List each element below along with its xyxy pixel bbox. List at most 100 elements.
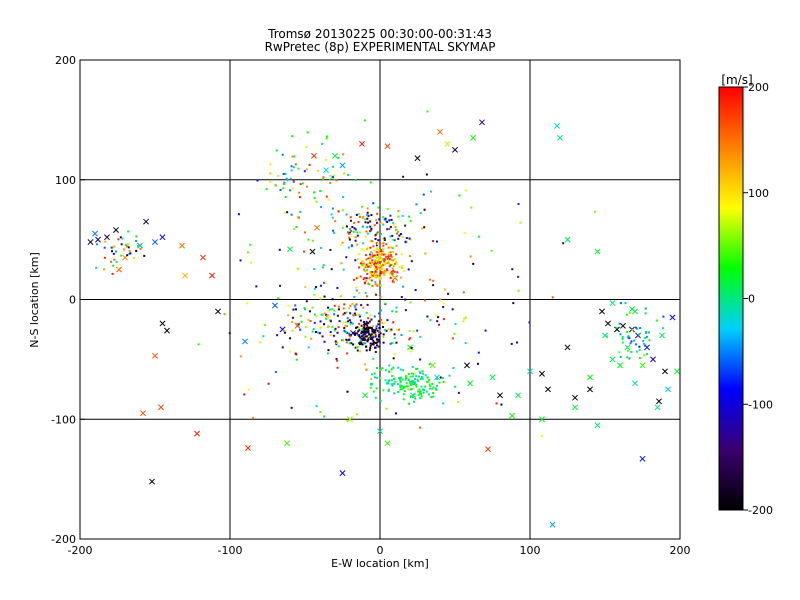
data-point [384,217,387,220]
data-point [378,326,381,329]
data-point [315,200,318,203]
data-point [337,308,340,311]
data-point [342,313,345,316]
data-point [347,320,350,323]
data-point-cross [539,370,545,377]
data-point [374,268,377,271]
data-point [419,335,422,338]
data-point [297,167,300,170]
data-point [404,378,407,381]
data-point [287,314,290,317]
data-point-cross [362,392,368,399]
data-point [112,264,115,267]
data-point [375,242,378,245]
data-point [454,385,457,388]
data-point [346,390,349,393]
data-point [400,267,403,270]
data-point [388,272,391,275]
data-point [297,323,300,326]
data-point-cross [116,266,122,273]
data-point [346,317,349,320]
data-point [312,239,315,242]
data-point [360,324,363,327]
data-point-cross [143,218,149,225]
data-point [358,334,361,337]
data-point [395,253,398,256]
data-point [377,320,380,323]
data-point [633,339,636,342]
data-point [389,330,392,333]
data-point [361,328,364,331]
data-point [358,231,361,234]
data-point [365,328,368,331]
data-point-cross [215,308,221,315]
data-point [120,254,123,257]
data-point [644,312,647,315]
data-point [414,397,417,400]
data-point [352,332,355,335]
data-point [343,329,346,332]
data-point [495,402,498,405]
data-point [385,407,388,410]
data-point [472,262,475,265]
data-point [343,326,346,329]
data-point [362,333,365,336]
data-point [394,412,397,415]
data-point [412,381,415,384]
data-point [631,328,634,331]
data-point [644,344,647,347]
data-point [303,250,306,253]
data-point [357,213,360,216]
data-point [630,351,633,354]
data-point [383,259,386,262]
data-point [402,285,405,288]
data-point [431,382,434,385]
data-point [638,357,641,360]
data-point [314,286,317,289]
data-point [528,321,531,324]
data-point [429,384,432,387]
data-point [644,337,647,340]
data-point [349,216,352,219]
data-point [374,334,377,337]
data-point [362,278,365,281]
data-point [356,333,359,336]
data-point [376,212,379,215]
data-point [638,345,641,348]
data-point [421,370,424,373]
axis-ticks: -200 -100 0 100 200 -200 -100 0 100 200 [51,54,690,557]
data-point [343,172,346,175]
data-point [370,318,373,321]
data-point [378,218,381,221]
data-point [415,385,418,388]
data-point [425,173,428,176]
data-point [367,257,370,260]
data-point [365,349,368,352]
data-point [464,189,467,192]
data-point [376,243,379,246]
data-point [362,242,365,245]
data-point [342,321,345,324]
data-point [250,261,253,264]
data-point [376,247,379,250]
data-point [407,268,410,271]
data-point [390,218,393,221]
data-point [336,366,339,369]
data-point [304,308,307,311]
data-point [376,253,379,256]
data-point [389,225,392,228]
data-point [304,335,307,338]
data-point [366,214,369,217]
data-point [371,272,374,275]
data-point [378,252,381,255]
data-point [511,268,514,271]
data-point [392,221,395,224]
data-point [363,268,366,271]
data-point [393,270,396,273]
data-point [237,213,240,216]
data-point [341,209,344,212]
data-point [399,368,402,371]
data-point [382,389,385,392]
data-point [346,231,349,234]
data-point [402,393,405,396]
